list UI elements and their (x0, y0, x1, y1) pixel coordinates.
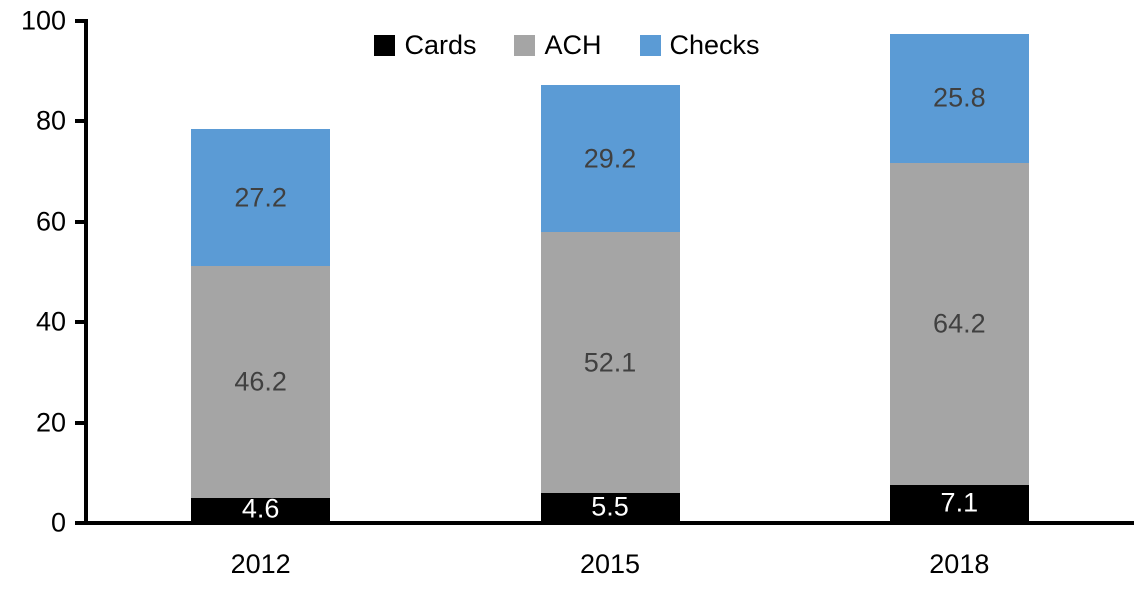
data-label-cards-2015: 5.5 (591, 491, 629, 522)
y-tick-mark-60 (75, 219, 84, 224)
data-label-ach-2015: 52.1 (583, 347, 637, 378)
data-label-checks-2012: 27.2 (234, 182, 287, 213)
legend-swatch-checks (639, 35, 661, 56)
x-axis-line (84, 521, 1134, 525)
legend-swatch-cards (374, 35, 396, 56)
legend-item-ach: ACH (514, 30, 602, 60)
x-category-label-2018: 2018 (929, 549, 990, 579)
y-tick-label-40: 40 (35, 306, 66, 337)
y-tick-label-80: 80 (35, 105, 66, 136)
legend-swatch-ach (514, 35, 536, 56)
legend-label-cards: Cards (404, 30, 477, 60)
y-tick-label-60: 60 (35, 206, 66, 237)
bar-segment-checks-2012 (191, 129, 331, 266)
legend-item-checks: Checks (639, 30, 760, 60)
bar-segment-ach-2012 (191, 265, 331, 498)
data-label-ach-2012: 46.2 (234, 366, 287, 397)
y-tick-mark-100 (75, 19, 84, 23)
y-tick-label-20: 20 (35, 407, 66, 438)
chart-legend: Cards ACH Checks (0, 32, 1134, 59)
data-label-cards-2018: 7.1 (940, 487, 979, 518)
data-label-checks-2015: 29.2 (583, 143, 637, 174)
legend-label-ach: ACH (544, 30, 602, 60)
bar-segment-ach-2015 (540, 231, 680, 494)
bar-segment-cards-2012 (191, 497, 331, 521)
y-tick-label-100: 100 (20, 5, 66, 36)
data-label-checks-2018: 25.8 (933, 82, 986, 113)
legend-item-cards: Cards (374, 32, 476, 59)
bar-segment-ach-2018 (889, 163, 1029, 486)
bar-segment-cards-2015 (540, 493, 680, 521)
y-tick-mark-20 (75, 420, 84, 425)
bar-segment-cards-2018 (889, 485, 1029, 521)
y-tick-mark-0 (75, 521, 84, 525)
bar-segment-checks-2015 (540, 85, 680, 232)
y-axis-line (84, 19, 88, 525)
bar-segment-checks-2018 (889, 33, 1029, 164)
y-tick-mark-40 (75, 320, 84, 325)
data-label-ach-2018: 64.2 (933, 308, 986, 339)
data-label-cards-2012: 4.6 (241, 493, 280, 524)
legend-label-checks: Checks (669, 30, 760, 60)
x-category-label-2015: 2015 (579, 549, 641, 579)
y-tick-label-0: 0 (50, 507, 66, 538)
x-category-label-2012: 2012 (230, 549, 291, 579)
y-tick-mark-80 (75, 119, 84, 124)
